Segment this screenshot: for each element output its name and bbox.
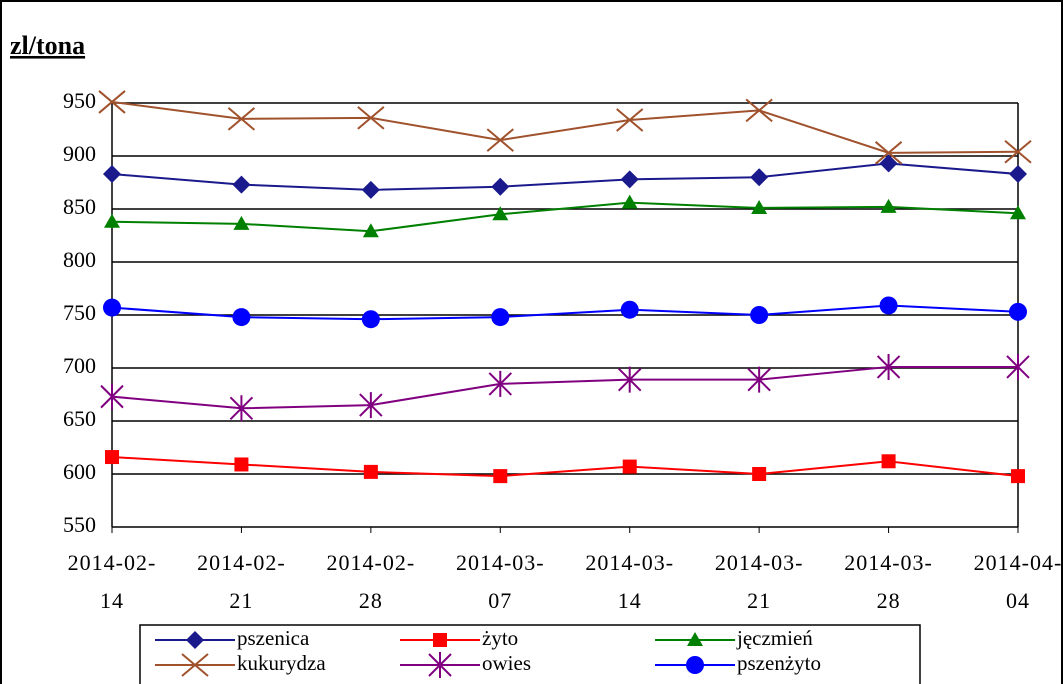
marker <box>751 199 768 214</box>
marker <box>1009 302 1027 321</box>
marker <box>1006 353 1030 380</box>
marker <box>488 370 512 397</box>
marker <box>880 198 897 213</box>
series-line <box>111 304 1019 321</box>
series-line <box>111 456 1019 478</box>
y-tick-label: 650 <box>63 406 96 431</box>
y-tick-label: 600 <box>63 459 96 484</box>
marker <box>618 366 642 393</box>
x-tick-label: 2014-03-21 <box>715 550 804 613</box>
marker <box>491 177 510 196</box>
marker <box>361 310 380 329</box>
marker <box>362 223 379 238</box>
marker <box>876 353 901 380</box>
marker <box>227 107 256 131</box>
y-tick-label: 850 <box>63 194 96 219</box>
marker <box>1011 469 1025 484</box>
marker <box>103 165 121 184</box>
marker <box>234 457 249 472</box>
legend-label: pszenica <box>237 626 310 650</box>
x-tick-label: 2014-02-14 <box>68 550 157 613</box>
marker <box>428 652 452 678</box>
marker <box>491 308 510 327</box>
marker <box>620 170 639 189</box>
legend-label: owies <box>482 651 531 675</box>
marker <box>363 464 378 479</box>
series-line <box>111 162 1019 191</box>
marker <box>1004 139 1032 164</box>
marker <box>104 213 120 228</box>
x-tick-label: 2014-03-28 <box>844 550 933 613</box>
series-line <box>111 100 1019 154</box>
marker <box>492 206 509 221</box>
marker <box>359 392 383 419</box>
marker <box>486 128 514 152</box>
legend-label: jęczmień <box>736 626 813 650</box>
marker <box>357 106 385 130</box>
marker <box>493 469 508 484</box>
y-tick-label: 900 <box>63 141 96 166</box>
marker <box>98 90 126 114</box>
marker <box>105 450 119 465</box>
legend-label: żyto <box>482 626 518 650</box>
marker <box>874 141 903 165</box>
marker <box>181 653 209 677</box>
x-tick-label: 2014-03-07 <box>456 550 545 613</box>
marker <box>752 467 767 481</box>
legend-box <box>139 624 921 684</box>
marker <box>616 108 644 132</box>
legend-label: kukurydza <box>237 651 326 675</box>
marker <box>750 168 769 187</box>
marker <box>232 175 251 194</box>
y-tick-label: 950 <box>63 88 96 113</box>
marker <box>186 631 204 649</box>
marker <box>747 366 771 393</box>
marker <box>745 98 773 123</box>
legend-label: pszenżyto <box>737 651 821 675</box>
marker <box>1010 205 1026 220</box>
marker <box>100 383 124 410</box>
marker <box>750 306 769 324</box>
marker <box>622 459 637 474</box>
marker <box>361 180 380 199</box>
x-tick-label: 2014-04-04 <box>974 550 1063 613</box>
marker <box>229 395 254 422</box>
y-tick-label: 750 <box>63 300 96 325</box>
marker <box>879 154 898 173</box>
marker <box>686 656 704 674</box>
marker <box>103 298 121 317</box>
marker <box>879 296 898 315</box>
marker <box>1009 165 1027 184</box>
chart-title: zl/tona <box>10 31 85 60</box>
marker <box>233 215 250 230</box>
x-tick-label: 2014-02-21 <box>197 550 286 613</box>
marker <box>621 194 638 209</box>
y-tick-label: 700 <box>63 353 96 378</box>
marker <box>620 300 639 319</box>
x-tick-label: 2014-02-28 <box>327 550 416 613</box>
series-line <box>111 365 1018 410</box>
marker <box>433 633 447 647</box>
series-line <box>111 201 1019 233</box>
marker <box>232 308 251 327</box>
marker <box>881 454 896 469</box>
y-tick-label: 550 <box>63 512 96 537</box>
x-tick-label: 2014-03-14 <box>585 550 674 613</box>
marker <box>687 632 703 646</box>
y-tick-label: 800 <box>63 247 96 272</box>
